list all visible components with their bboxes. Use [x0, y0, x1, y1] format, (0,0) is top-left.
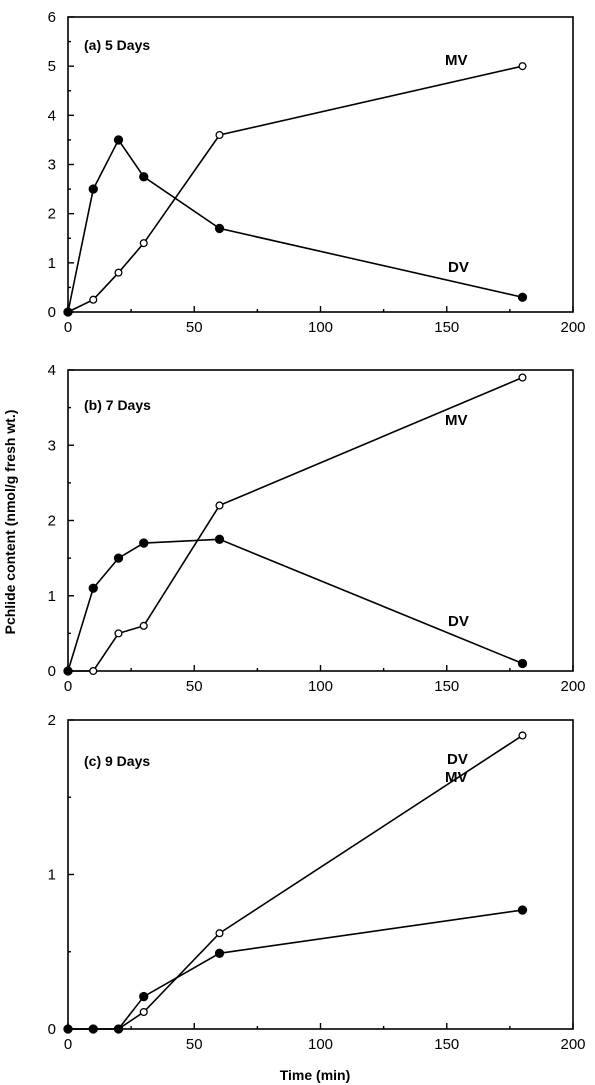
panel-c-title: (c) 9 Days	[84, 753, 150, 769]
panel-a-dv-label: DV	[448, 259, 469, 276]
panel-c-mv-point	[518, 731, 527, 740]
panel-a-mv-point	[139, 239, 148, 248]
panel-a-y-tick-label: 2	[48, 206, 56, 223]
panel-a-dv-point	[214, 223, 225, 234]
panel-a-x-tick-label: 100	[308, 319, 333, 336]
panel-c-dv-point	[139, 991, 149, 1002]
panel-c-x-tick-label: 150	[434, 1036, 459, 1053]
panel-b-mv-point	[114, 629, 123, 638]
panel-c-x-tick-label: 100	[308, 1036, 333, 1053]
panel-a-x-tick-label: 150	[434, 319, 459, 336]
panel-a-mv-point	[215, 130, 224, 140]
panel-c-y-tick-label: 2	[48, 712, 56, 729]
panel-a-mv-point	[114, 268, 123, 277]
panel-c-mv-label: MV	[445, 769, 468, 786]
panel-b-dv-point	[113, 553, 124, 563]
panel-a-y-tick-label: 0	[48, 304, 56, 321]
panel-b-x-tick-label: 200	[560, 678, 585, 695]
panel-a-x-tick-label: 50	[186, 319, 203, 336]
panel-c-x-tick-label: 50	[186, 1036, 203, 1053]
panel-c-dv-point	[63, 1024, 73, 1034]
panel-b-dv-point	[88, 583, 98, 593]
panel-b-x-tick-label: 50	[186, 678, 203, 695]
panel-b-dv-line	[67, 538, 523, 672]
panel-c-dv-label: DV	[447, 751, 468, 768]
panel-c-dv-point	[517, 905, 528, 915]
panel-a-y-tick-label: 5	[48, 58, 56, 75]
x-axis-label: Time (min)	[280, 1067, 351, 1083]
panel-b-title: (b) 7 Days	[84, 397, 151, 413]
panel-b-x-tick-label: 150	[434, 678, 459, 695]
panel-a-mv-line	[67, 65, 523, 313]
panel-c-x-tick-label: 200	[560, 1036, 585, 1053]
panel-a-mv-point	[89, 295, 98, 304]
panel-a-dv-point	[88, 184, 98, 194]
panel-a-y-tick-label: 6	[48, 9, 56, 26]
panel-a-y-tick-label: 4	[48, 107, 56, 124]
panel-b-dv-label: DV	[448, 613, 469, 630]
panel-c-y-tick-label: 1	[48, 867, 56, 884]
panel-a-frame	[67, 16, 574, 313]
panel-b-dv-point	[517, 658, 528, 669]
panel-a-y-tick-label: 3	[48, 157, 56, 174]
panel-b-mv-point	[215, 501, 224, 510]
panel-c-dv-point	[214, 948, 225, 958]
panel-b-x-tick-label: 0	[64, 678, 72, 695]
panel-a-title: (a) 5 Days	[84, 37, 150, 53]
panel-b-dv-point	[139, 538, 149, 548]
panel-c-mv-point	[215, 929, 224, 938]
panel-a-y-tick-label: 1	[48, 255, 56, 272]
panel-a-mv-point	[518, 62, 527, 71]
panel-b-mv-point	[89, 666, 98, 676]
panel-a-dv-point	[517, 292, 528, 302]
panel-b-dv-point	[214, 534, 225, 544]
panel-b-mv-point	[518, 373, 527, 382]
panel-c-dv-point	[88, 1024, 98, 1034]
y-axis-label: Pchlide content (nmol/g fresh wt.)	[2, 410, 18, 635]
panel-b-y-tick-label: 2	[48, 513, 56, 530]
panel-b-y-tick-label: 3	[48, 437, 56, 454]
panel-b-mv-point	[139, 621, 148, 630]
panel-c-dv-line	[68, 909, 523, 1030]
panel-c-dv-point	[113, 1024, 124, 1034]
panel-b-y-tick-label: 0	[48, 663, 56, 680]
panel-b-mv-label: MV	[445, 412, 468, 429]
panel-a-x-tick-label: 200	[560, 319, 585, 336]
panel-b-y-tick-label: 4	[48, 362, 56, 379]
panel-a-dv-line	[67, 138, 523, 313]
panel-a-dv-point	[139, 172, 149, 182]
panel-a-dv-point	[63, 307, 73, 317]
panel-a-dv-point	[113, 135, 124, 145]
panel-b-y-tick-label: 1	[48, 588, 56, 605]
panel-b-x-tick-label: 100	[308, 678, 333, 695]
panel-a-mv-label: MV	[445, 52, 468, 69]
panel-c-y-tick-label: 0	[48, 1021, 56, 1038]
panel-b-mv-line	[68, 376, 523, 672]
panel-c-mv-point	[139, 1007, 148, 1017]
panel-a-x-tick-label: 0	[64, 319, 72, 336]
panel-b-dv-point	[63, 666, 73, 676]
panel-c-x-tick-label: 0	[64, 1036, 72, 1053]
